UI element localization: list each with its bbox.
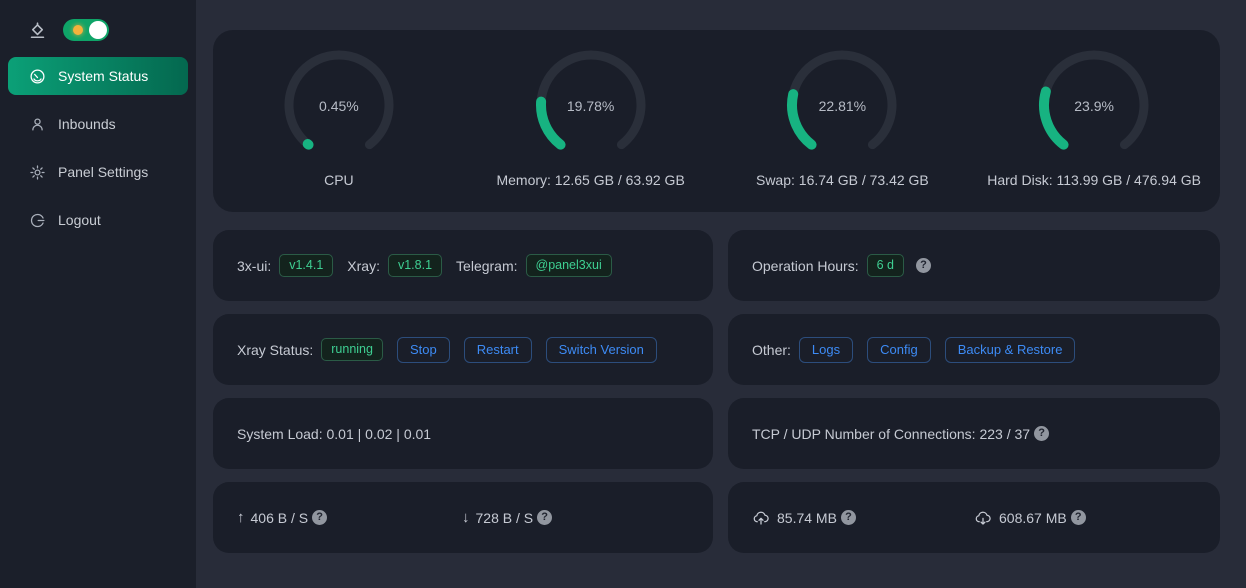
- xray-status-tag: running: [321, 338, 383, 361]
- xray-version-tag: v1.8.1: [387, 254, 443, 277]
- restart-button[interactable]: Restart: [463, 336, 532, 363]
- sidebar-item-label: Panel Settings: [58, 164, 149, 180]
- download-speed-value: 728 B / S: [475, 509, 534, 526]
- help-icon[interactable]: ?: [1034, 426, 1050, 441]
- total-received-group: 608.67 MB ?: [974, 509, 1196, 527]
- total-received-value: 608.67 MB: [999, 509, 1067, 526]
- xray-status-card: Xray Status: running Stop Restart Switch…: [213, 314, 713, 385]
- operation-hours-label: Operation Hours:: [752, 257, 859, 274]
- sidebar-item-label: Inbounds: [58, 116, 116, 132]
- network-total-card: 85.74 MB ? 608.67 MB ?: [728, 482, 1220, 553]
- help-icon[interactable]: ?: [312, 510, 328, 525]
- xui-label: 3x-ui:: [237, 257, 272, 274]
- upload-arrow-icon: ↑: [237, 509, 245, 526]
- help-icon[interactable]: ?: [916, 258, 931, 273]
- memory-percent: 19.78%: [566, 97, 615, 114]
- system-load-text: System Load: 0.01 | 0.02 | 0.01: [237, 425, 432, 442]
- connections-text: TCP / UDP Number of Connections: 223 / 3…: [752, 425, 1031, 442]
- sidebar-item-system-status[interactable]: System Status: [8, 57, 188, 95]
- logs-button[interactable]: Logs: [798, 336, 854, 363]
- logout-icon: [29, 212, 46, 229]
- swap-label: Swap: 16.74 GB / 73.42 GB: [755, 172, 929, 188]
- operation-hours-value-tag: 6 d: [866, 254, 904, 277]
- upload-speed-value: 406 B / S: [250, 509, 309, 526]
- disk-percent: 23.9%: [1074, 97, 1114, 114]
- help-icon[interactable]: ?: [1070, 510, 1086, 525]
- disk-gauge: 23.9% Hard Disk: 113.99 GB / 476.94 GB: [968, 46, 1220, 188]
- system-gauges-card: 0.45% CPU 19.78% Memory: 12.65 GB / 63.9…: [213, 30, 1220, 212]
- download-arrow-icon: ↓: [462, 509, 470, 526]
- cloud-download-icon: [974, 509, 992, 527]
- help-icon[interactable]: ?: [537, 510, 553, 525]
- user-icon: [29, 116, 46, 133]
- backup-restore-button[interactable]: Backup & Restore: [944, 336, 1076, 363]
- total-sent-value: 85.74 MB: [777, 509, 837, 526]
- sidebar-item-panel-settings[interactable]: Panel Settings: [8, 153, 188, 191]
- xray-label: Xray:: [347, 257, 380, 274]
- memory-label: Memory: 12.65 GB / 63.92 GB: [496, 172, 685, 188]
- toggle-dot: [73, 25, 83, 35]
- operation-hours-card: Operation Hours: 6 d ?: [728, 230, 1220, 301]
- sidebar-menu: System Status Inbounds: [0, 57, 196, 239]
- cpu-label: CPU: [324, 172, 354, 188]
- sidebar-top: [28, 17, 196, 43]
- sidebar-item-inbounds[interactable]: Inbounds: [8, 105, 188, 143]
- total-sent-group: 85.74 MB ?: [752, 509, 974, 527]
- dashboard-icon: [29, 68, 46, 85]
- swap-percent: 22.81%: [818, 97, 867, 114]
- cpu-percent: 0.45%: [319, 97, 359, 114]
- versions-card: 3x-ui: v1.4.1 Xray: v1.8.1 Telegram: @pa…: [213, 230, 713, 301]
- memory-gauge: 19.78% Memory: 12.65 GB / 63.92 GB: [465, 46, 717, 188]
- download-speed-group: ↓ 728 B / S ?: [462, 509, 687, 526]
- system-load-card: System Load: 0.01 | 0.02 | 0.01: [213, 398, 713, 469]
- telegram-handle-tag[interactable]: @panel3xui: [525, 254, 612, 277]
- telegram-label: Telegram:: [456, 257, 518, 274]
- disk-label: Hard Disk: 113.99 GB / 476.94 GB: [987, 172, 1201, 188]
- config-button[interactable]: Config: [867, 336, 931, 363]
- xui-version-tag: v1.4.1: [279, 254, 334, 277]
- sidebar: System Status Inbounds: [0, 0, 196, 588]
- help-icon[interactable]: ?: [840, 510, 856, 525]
- switch-version-button[interactable]: Switch Version: [545, 336, 657, 363]
- dark-mode-toggle[interactable]: [63, 19, 109, 41]
- main-content: 0.45% CPU 19.78% Memory: 12.65 GB / 63.9…: [196, 0, 1246, 588]
- upload-speed-group: ↑ 406 B / S ?: [237, 509, 462, 526]
- toggle-knob: [89, 21, 107, 39]
- other-actions-card: Other: Logs Config Backup & Restore: [728, 314, 1220, 385]
- connections-card: TCP / UDP Number of Connections: 223 / 3…: [728, 398, 1220, 469]
- sidebar-item-logout[interactable]: Logout: [8, 201, 188, 239]
- sidebar-item-label: Logout: [58, 212, 101, 228]
- theme-bucket-icon[interactable]: [28, 21, 47, 40]
- network-speed-card: ↑ 406 B / S ? ↓ 728 B / S ?: [213, 482, 713, 553]
- swap-gauge: 22.81% Swap: 16.74 GB / 73.42 GB: [717, 46, 969, 188]
- stop-button[interactable]: Stop: [396, 336, 450, 363]
- cpu-gauge: 0.45% CPU: [213, 46, 465, 188]
- other-label: Other:: [752, 341, 791, 358]
- xray-status-label: Xray Status:: [237, 341, 314, 358]
- sidebar-item-label: System Status: [58, 68, 149, 84]
- gear-icon: [29, 164, 46, 181]
- cloud-upload-icon: [752, 509, 770, 527]
